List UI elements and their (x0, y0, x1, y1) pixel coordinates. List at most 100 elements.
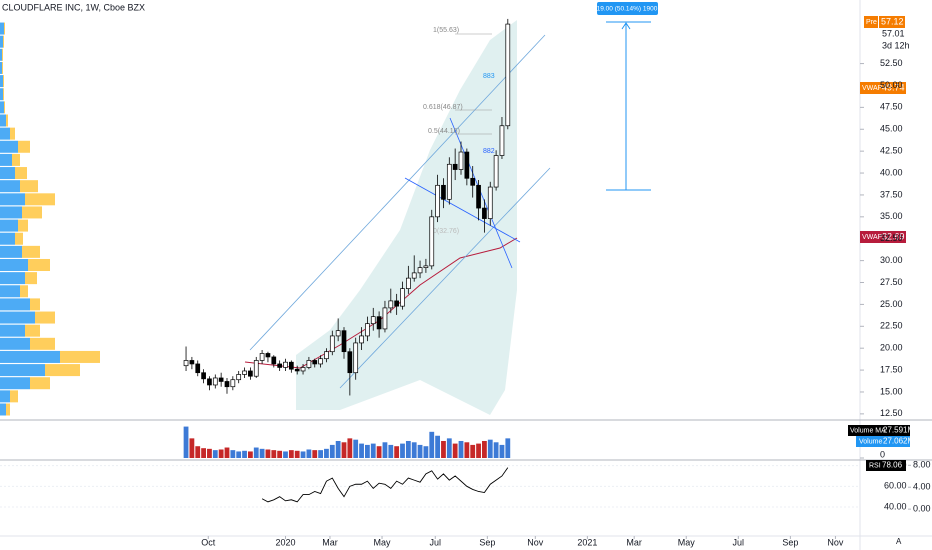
volume-bar (487, 439, 493, 458)
x-tick-label: Nov (827, 537, 844, 547)
volume-bar (312, 450, 318, 458)
x-tick-label: Oct (201, 537, 216, 547)
volume-profile-bar (0, 75, 3, 88)
fib-label: 1(55.63) (433, 27, 459, 34)
rsi-value: 78.06 (882, 461, 903, 470)
y-tick-label: 15.00 (880, 386, 903, 396)
volume-bar (335, 440, 341, 458)
candle-body (370, 316, 376, 325)
candle-body (359, 335, 364, 344)
candle-body (312, 360, 318, 365)
fib-label: 0(32.76) (433, 228, 459, 235)
volume-profile-bar (0, 114, 6, 127)
volume-profile-bar (12, 153, 20, 166)
candle-body (201, 372, 206, 380)
rsi-label: RSI (869, 462, 881, 469)
volume-bar (493, 442, 499, 458)
candle-body (487, 186, 493, 219)
volume-profile-bar (30, 377, 50, 390)
pattern-label: 883 (483, 73, 495, 80)
y-tick-label: 40.00 (880, 167, 903, 177)
volume-profile-bar (15, 167, 27, 180)
volume-profile-bar (30, 337, 55, 350)
y-tick-label: 22.50 (880, 321, 903, 331)
volume-bar (318, 450, 323, 458)
candle-body (271, 356, 277, 365)
volume-bar (376, 446, 382, 458)
volume-bar (207, 448, 212, 458)
candle-body (218, 377, 224, 382)
candle-body (482, 207, 487, 219)
y-tick-label: 12.50 (880, 408, 903, 418)
x-tick-label: Mar (322, 537, 338, 547)
chart-title: CLOUDFLARE INC, 1W, Cboe BZX (2, 2, 145, 12)
candle-body (329, 335, 335, 353)
volume-bar (400, 443, 405, 458)
x-tick-label: Jul (430, 537, 442, 547)
x-tick-label: Mar (626, 537, 642, 547)
candle-body (435, 184, 440, 218)
label-box (860, 231, 906, 243)
x-tick-label: Sep (782, 537, 798, 547)
volume-bar (242, 450, 247, 458)
volume-profile-bar (25, 193, 55, 206)
candle-body (335, 330, 341, 337)
candle-body (283, 361, 288, 368)
volume-bar (411, 442, 417, 458)
volume-profile-bar (0, 245, 22, 258)
volume-bar (394, 446, 400, 458)
volume-profile-bar (25, 324, 40, 337)
volume-profile-bar (10, 390, 18, 403)
candle-body (458, 151, 464, 170)
candle-body (347, 351, 353, 374)
volume-profile-bar (0, 101, 4, 114)
x-tick-label: 2020 (275, 537, 295, 547)
scale-button[interactable]: A (896, 537, 902, 546)
volume-profile-bar (4, 22, 5, 35)
trend-line (449, 117, 513, 269)
x-tick-label: Sep (479, 537, 495, 547)
y-tick-label: 42.50 (880, 146, 903, 156)
volume-profile-bar (20, 285, 28, 298)
volume-bar (482, 440, 487, 458)
volume-bar (417, 444, 423, 458)
volume-profile-bar (0, 127, 10, 140)
volume-profile-bar (0, 272, 25, 285)
candle-body (505, 23, 511, 127)
candle-body (253, 360, 259, 377)
vwap-label: VWAP (862, 85, 883, 92)
countdown: 3d 12h (882, 40, 910, 50)
volume-profile-bar (60, 350, 100, 363)
label-box (866, 460, 906, 471)
candle-body (382, 307, 388, 330)
label-box (860, 82, 906, 94)
candle-body (288, 361, 294, 370)
candle-body (259, 353, 265, 361)
volume-bar (382, 442, 388, 458)
y-tick-label: 30.00 (880, 255, 903, 265)
volume-profile-bar (0, 232, 15, 245)
volume-bar (329, 444, 335, 458)
candle-body (306, 360, 312, 368)
volume-profile-bar (45, 364, 80, 377)
volume-bar (341, 442, 347, 458)
candle-body (394, 300, 400, 307)
volume-bar (435, 435, 441, 458)
x-tick-label: 2021 (577, 537, 597, 547)
price-labels: Pre 57.12 57.01 3d 12h VWAP 49.74 VWAP 3… (848, 16, 914, 546)
volume-profile-bar (0, 180, 20, 193)
x-tick-label: May (374, 537, 392, 547)
candle-body (376, 316, 382, 330)
volume-bar (324, 448, 329, 458)
volume-ma-value: 27.591M (883, 426, 914, 435)
volume-bar (306, 449, 312, 458)
candle-body (446, 163, 452, 200)
candle-body (207, 378, 212, 386)
candle-body (476, 184, 481, 209)
volume-profile-bar (2, 48, 3, 61)
volume-bar (405, 440, 411, 458)
volume-bar (288, 450, 294, 458)
label-box (864, 16, 878, 28)
candle-body (353, 342, 359, 374)
